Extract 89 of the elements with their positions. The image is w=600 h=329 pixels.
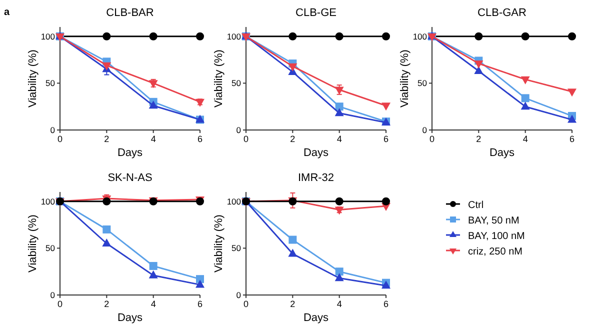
x-tick-label: 0	[429, 134, 435, 144]
point	[568, 114, 576, 123]
chart-title: CLB-BAR	[106, 7, 154, 19]
y-axis-title: Viability (%)	[213, 214, 225, 272]
point	[335, 197, 344, 206]
point	[335, 268, 344, 276]
y-tick-label: 0	[50, 290, 56, 300]
x-tick-label: 4	[336, 134, 342, 144]
y-tick-label: 0	[50, 125, 56, 135]
x-tick-label: 2	[290, 134, 296, 144]
point	[382, 32, 390, 40]
y-axis-title: Viability (%)	[213, 50, 225, 108]
y-tick-label: 100	[226, 196, 242, 206]
x-tick-label: 4	[150, 134, 156, 144]
point	[196, 275, 204, 284]
point	[102, 32, 111, 40]
point	[288, 63, 298, 72]
point	[148, 270, 158, 278]
x-axis-title: Days	[117, 312, 144, 324]
point	[520, 102, 530, 110]
y-tick-label: 50	[232, 243, 242, 254]
x-tick-label: 2	[476, 134, 482, 144]
point	[568, 32, 576, 40]
chart-title: IMR-32	[298, 172, 334, 184]
y-tick-label: 100	[40, 31, 56, 42]
x-tick-label: 0	[243, 299, 249, 309]
y-tick-label: 50	[46, 78, 56, 88]
point	[334, 273, 344, 282]
x-axis-title: Days	[117, 147, 144, 159]
x-tick-label: 6	[569, 134, 575, 144]
point	[288, 248, 298, 257]
x-tick-label: 6	[383, 134, 389, 144]
x-tick-label: 6	[197, 299, 203, 309]
y-tick-label: 0	[236, 290, 242, 300]
point	[382, 197, 390, 206]
point	[474, 32, 483, 40]
point	[196, 280, 204, 288]
x-tick-label: 0	[243, 134, 249, 144]
x-tick-label: 0	[57, 134, 63, 144]
x-tick-label: 4	[522, 134, 528, 144]
legend-label: Ctrl	[468, 200, 484, 211]
x-tick-label: 0	[57, 299, 63, 309]
y-axis-title: Viability (%)	[27, 214, 39, 272]
y-axis-title: Viability (%)	[399, 50, 411, 108]
point	[335, 32, 344, 40]
x-axis-title: Days	[303, 147, 330, 159]
point	[521, 94, 530, 102]
legend-label: criz, 250 nM	[468, 246, 522, 258]
point	[102, 238, 112, 246]
y-tick-label: 100	[40, 196, 56, 206]
y-tick-label: 100	[226, 31, 242, 42]
point	[102, 225, 111, 234]
x-tick-label: 4	[336, 299, 342, 309]
text: a	[4, 7, 10, 18]
point	[334, 86, 344, 95]
x-tick-label: 6	[383, 299, 389, 309]
y-tick-label: 50	[46, 243, 56, 254]
point	[288, 32, 297, 40]
point	[521, 32, 530, 40]
point	[149, 262, 158, 270]
point	[474, 66, 484, 74]
point	[148, 100, 158, 109]
point	[334, 108, 344, 116]
y-tick-label: 0	[422, 125, 428, 135]
x-tick-label: 2	[104, 134, 110, 144]
y-tick-label: 100	[412, 31, 428, 42]
x-tick-label: 4	[150, 299, 156, 309]
legend-label: BAY, 50 nM	[468, 216, 520, 226]
point	[520, 76, 530, 84]
chart-title: CLB-GAR	[478, 7, 526, 19]
y-axis-title: Viability (%)	[27, 50, 39, 108]
y-tick-label: 50	[232, 78, 242, 88]
point	[149, 32, 158, 40]
point	[568, 88, 576, 97]
point	[474, 60, 484, 69]
x-tick-label: 2	[104, 299, 110, 309]
chart-title: SK-N-AS	[108, 172, 152, 184]
point	[288, 236, 297, 244]
y-tick-label: 50	[418, 78, 428, 88]
chart-title: CLB-GE	[296, 7, 336, 19]
point	[335, 102, 344, 111]
x-tick-label: 6	[197, 134, 203, 144]
point	[382, 102, 390, 111]
x-axis-title: Days	[489, 147, 516, 159]
y-tick-label: 0	[236, 125, 242, 135]
x-tick-label: 2	[290, 299, 296, 309]
x-axis-title: Days	[303, 312, 330, 324]
point	[196, 32, 204, 40]
legend-label: BAY, 100 nM	[468, 231, 525, 242]
